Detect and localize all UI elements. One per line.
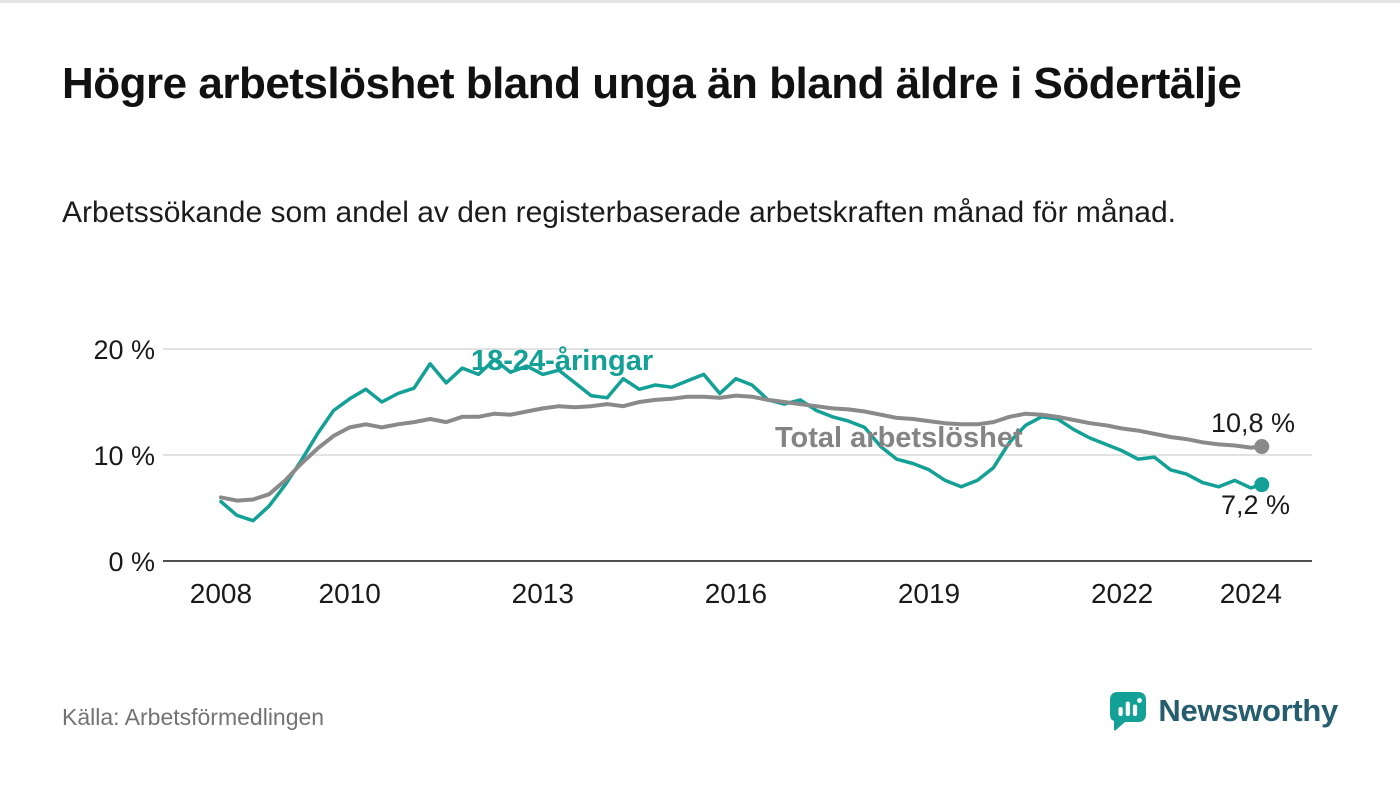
x-tick-label: 2010 (319, 578, 381, 609)
series-end-dot-young (1254, 477, 1270, 493)
series-line-total (218, 393, 1264, 503)
x-tick-label: 2008 (190, 578, 252, 609)
newsworthy-wordmark: Newsworthy (1158, 693, 1338, 728)
series-line-young (219, 357, 1264, 523)
chart-subtitle: Arbetssökande som andel av den registerb… (62, 196, 1176, 229)
x-tick-label: 2019 (898, 578, 960, 609)
line-chart: 20 % 10 % 0 % 2008 2010 2013 2016 2019 2022 2024 … (0, 320, 1400, 632)
y-tick-label: 10 % (93, 441, 155, 471)
x-tick-label: 2022 (1091, 578, 1153, 609)
x-tick-label: 2016 (705, 578, 767, 609)
x-tick-label: 2013 (512, 578, 574, 609)
newsworthy-logo: Newsworthy (1108, 690, 1338, 732)
x-tick-label: 2024 (1220, 578, 1282, 609)
y-tick-label: 0 % (108, 547, 155, 577)
series-end-dot-total (1254, 439, 1270, 455)
page-title: Högre arbetslöshet bland unga än bland ä… (62, 59, 1242, 108)
y-tick-label: 20 % (93, 335, 155, 365)
newsworthy-icon (1110, 692, 1147, 731)
source-note: Källa: Arbetsförmedlingen (62, 704, 325, 730)
top-border (0, 0, 1400, 3)
chart-canvas: 20 % 10 % 0 % 2008 2010 2013 2016 2019 2022 2024 (93, 335, 1312, 609)
